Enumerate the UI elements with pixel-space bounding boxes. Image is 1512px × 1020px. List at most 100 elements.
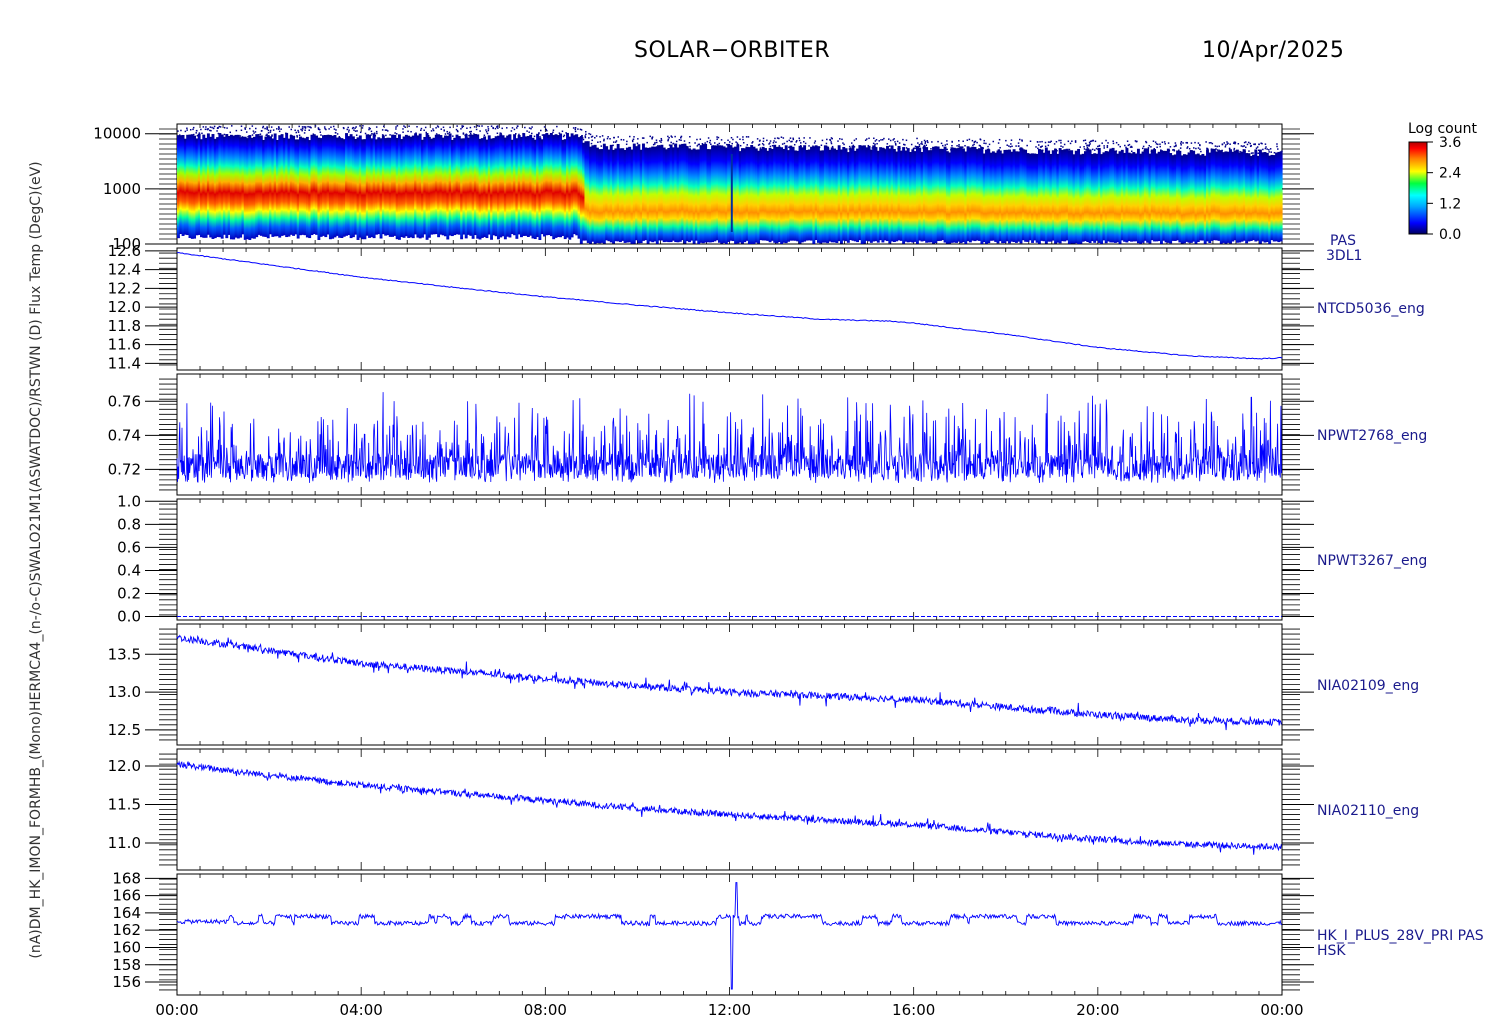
spectrogram-dot bbox=[1193, 147, 1195, 149]
spectrogram-dot bbox=[304, 126, 307, 128]
spectrogram-dot bbox=[855, 138, 858, 140]
spectrogram-dot bbox=[375, 130, 378, 133]
spectrogram-dot bbox=[410, 130, 412, 133]
spectrogram-cell bbox=[464, 134, 468, 239]
series-line bbox=[176, 251, 1283, 360]
spectrogram-dot bbox=[1157, 143, 1159, 146]
spectrogram-cell bbox=[1104, 151, 1108, 244]
spectrogram-dot bbox=[212, 127, 215, 130]
spectrogram-dot bbox=[883, 137, 885, 140]
spectrogram-cell bbox=[1201, 153, 1205, 241]
spectrogram-dot bbox=[956, 145, 958, 147]
spectrogram-dot bbox=[792, 138, 795, 141]
spectrogram-dot bbox=[1152, 151, 1154, 153]
spectrogram-dot bbox=[958, 145, 960, 148]
spectrogram-cell bbox=[1159, 150, 1163, 244]
spectrogram-dot bbox=[848, 145, 851, 148]
spectrogram-dot bbox=[1097, 145, 1099, 148]
spectrogram-dot bbox=[1088, 145, 1090, 147]
spectrogram-cell bbox=[492, 138, 496, 236]
spectrogram-dot bbox=[872, 142, 875, 145]
spectrogram-cell bbox=[1031, 153, 1034, 243]
spectrogram-dot bbox=[636, 142, 639, 145]
spectrogram-dot bbox=[671, 136, 673, 138]
spectrogram-dot bbox=[1037, 141, 1039, 143]
spectrogram-cell bbox=[462, 138, 466, 235]
spectrogram-dot bbox=[768, 143, 770, 145]
spectrogram-dot bbox=[205, 126, 207, 128]
spectrogram-dot bbox=[1243, 145, 1245, 147]
spectrogram-dot bbox=[727, 139, 729, 142]
spectrogram-dot bbox=[1152, 140, 1155, 142]
spectrogram-cell bbox=[361, 139, 365, 240]
spectrogram-cell bbox=[333, 134, 337, 238]
spectrogram-dot bbox=[1186, 146, 1189, 148]
spectrogram-cell bbox=[690, 149, 694, 241]
spectrogram-cell bbox=[252, 136, 256, 239]
colorbar-tick-label: 1.2 bbox=[1439, 196, 1461, 212]
spectrogram-dot bbox=[494, 127, 497, 130]
spectrogram-dot bbox=[1245, 146, 1247, 149]
spectrogram-dot bbox=[1276, 145, 1278, 148]
spectrogram-cell bbox=[968, 147, 972, 243]
spectrogram-dot bbox=[694, 142, 696, 144]
spectrogram-cell bbox=[299, 136, 302, 236]
spectrogram-cell bbox=[393, 134, 397, 236]
x-tick-label: 00:00 bbox=[1260, 1001, 1303, 1019]
spectrogram-dot bbox=[1019, 148, 1021, 150]
spectrogram-dot bbox=[280, 128, 282, 130]
spectrogram-dot bbox=[541, 134, 544, 136]
spectrogram-dot bbox=[1235, 150, 1237, 152]
spectrogram-cell bbox=[441, 137, 445, 236]
spectrogram-dot bbox=[641, 137, 644, 139]
spectrogram-dot bbox=[258, 134, 260, 136]
spectrogram-dot bbox=[370, 134, 372, 137]
spectrogram-dot bbox=[574, 127, 577, 129]
spectrogram-cell bbox=[496, 135, 500, 240]
spectrogram-dot bbox=[396, 125, 399, 127]
spectrogram-cell bbox=[425, 133, 429, 240]
spectrogram-dot bbox=[1098, 144, 1101, 147]
spectrogram-dot bbox=[320, 134, 322, 136]
y-tick-label: 13.5 bbox=[108, 645, 141, 663]
spectrogram-dot bbox=[1044, 145, 1047, 148]
spectrogram-dot bbox=[1018, 145, 1020, 147]
spectrogram-cell bbox=[1185, 154, 1189, 242]
spectrogram-cell bbox=[1270, 154, 1274, 241]
spectrogram-dot bbox=[985, 142, 987, 145]
spectrogram-cell bbox=[467, 137, 470, 235]
spectrogram-dot bbox=[651, 138, 653, 140]
spectrogram-dot bbox=[1244, 150, 1246, 153]
spectrogram-dot bbox=[456, 125, 458, 127]
spectrogram-dot bbox=[497, 127, 499, 129]
spectrogram-dot bbox=[651, 137, 653, 139]
spectrogram-dot bbox=[731, 142, 733, 145]
spectrogram-cell bbox=[1026, 153, 1030, 242]
spectrogram-dot bbox=[590, 142, 593, 145]
spectrogram-cell bbox=[872, 145, 876, 242]
spectrogram-cell bbox=[209, 136, 213, 238]
spectrogram-dot bbox=[1130, 145, 1133, 148]
spectrogram-cell bbox=[630, 149, 634, 244]
spectrogram-dot bbox=[672, 142, 674, 145]
spectrogram-dot bbox=[461, 125, 463, 127]
spectrogram-cell bbox=[759, 148, 763, 241]
spectrogram-dot bbox=[808, 145, 810, 147]
y-tick-label: 12.4 bbox=[108, 261, 141, 279]
y-tick-label: 100 bbox=[112, 235, 141, 253]
spectrogram-dot bbox=[924, 140, 927, 143]
spectrogram-dot bbox=[487, 129, 490, 132]
spectrogram-dot bbox=[889, 139, 892, 142]
spectrogram-cell bbox=[460, 138, 464, 240]
spectrogram-dot bbox=[374, 135, 377, 137]
spectrogram-dot bbox=[447, 132, 449, 135]
spectrogram-cell bbox=[598, 149, 602, 244]
spectrogram-dot bbox=[987, 148, 990, 150]
spectrogram-dot bbox=[742, 136, 744, 138]
spectrogram-dot bbox=[473, 126, 476, 128]
spectrogram-dot bbox=[667, 135, 669, 138]
spectrogram-dot bbox=[826, 138, 828, 141]
series-line bbox=[176, 634, 1282, 731]
spectrogram-dot bbox=[347, 131, 350, 133]
spectrogram-dot bbox=[1247, 141, 1250, 144]
